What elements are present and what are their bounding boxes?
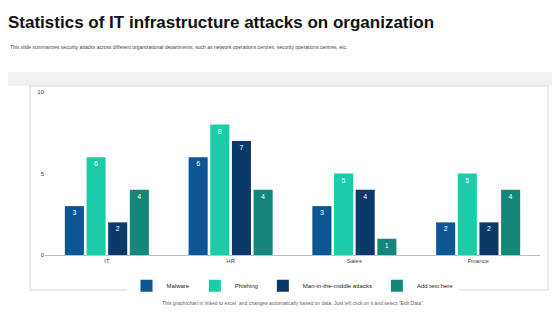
svg-text:Phishing: Phishing	[235, 283, 258, 289]
svg-text:Statistics of IT infrastructur: Statistics of IT infrastructure attacks …	[8, 13, 434, 32]
svg-text:5: 5	[41, 171, 45, 177]
svg-text:3: 3	[72, 209, 76, 216]
svg-text:4: 4	[509, 193, 513, 200]
svg-text:4: 4	[137, 193, 141, 200]
svg-text:Man-in-the-middle attacks: Man-in-the-middle attacks	[303, 283, 372, 289]
svg-text:This graph/chart is linked to: This graph/chart is linked to excel, and…	[162, 300, 424, 306]
svg-text:2: 2	[444, 225, 448, 232]
svg-text:7: 7	[239, 144, 243, 151]
svg-text:HR: HR	[226, 258, 235, 264]
svg-text:2: 2	[487, 225, 491, 232]
svg-text:1: 1	[385, 242, 389, 249]
svg-text:4: 4	[261, 193, 265, 200]
svg-text:IT: IT	[104, 258, 110, 264]
svg-text:5: 5	[465, 177, 469, 184]
svg-text:6: 6	[196, 160, 200, 167]
svg-text:Malware: Malware	[167, 283, 190, 289]
svg-text:3: 3	[320, 209, 324, 216]
svg-text:5: 5	[342, 177, 346, 184]
svg-text:Add text here: Add text here	[417, 283, 453, 289]
svg-text:10: 10	[37, 89, 44, 95]
svg-text:Finance: Finance	[467, 258, 489, 264]
svg-text:2: 2	[116, 225, 120, 232]
svg-text:8: 8	[218, 128, 222, 135]
svg-text:4: 4	[363, 193, 367, 200]
svg-text:6: 6	[94, 160, 98, 167]
svg-text:0: 0	[41, 252, 45, 258]
svg-text:This slide summarizes security: This slide summarizes security attacks a…	[10, 44, 347, 50]
svg-text:Sales: Sales	[347, 258, 362, 264]
